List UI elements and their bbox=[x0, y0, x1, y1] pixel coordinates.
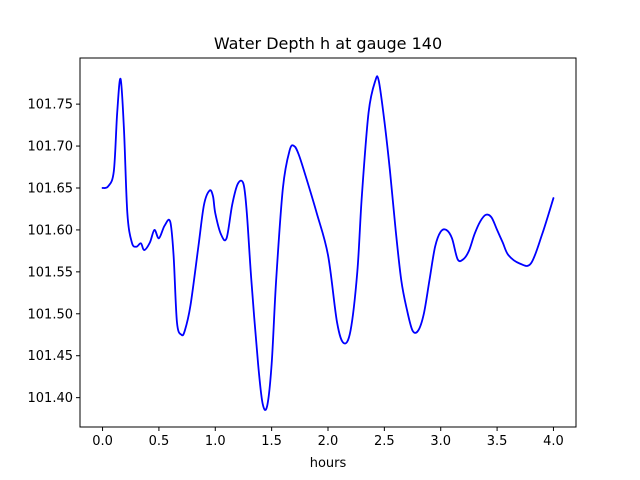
y-axis-ticks: 101.40 101.45 101.50 101.55 101.60 101.65 101.… bbox=[28, 98, 80, 406]
x-tick-label: 0.5 bbox=[149, 434, 170, 449]
x-tick-label: 1.5 bbox=[261, 434, 282, 449]
x-tick-label: 3.0 bbox=[430, 434, 451, 449]
x-tick-label: 3.5 bbox=[487, 434, 508, 449]
x-tick-label: 2.5 bbox=[374, 434, 395, 449]
y-tick-label: 101.65 bbox=[28, 181, 74, 196]
series-layer bbox=[101, 75, 555, 411]
series-line-0 bbox=[101, 75, 555, 411]
y-tick-label: 101.55 bbox=[28, 265, 74, 280]
plot-area bbox=[80, 58, 576, 427]
x-tick-label: 0.0 bbox=[92, 434, 113, 449]
y-tick-label: 101.70 bbox=[28, 140, 74, 155]
chart-title: Water Depth h at gauge 140 bbox=[214, 34, 442, 53]
y-tick-label: 101.60 bbox=[28, 223, 74, 238]
y-tick-label: 101.75 bbox=[28, 98, 74, 113]
x-axis-label: hours bbox=[310, 456, 347, 471]
x-tick-label: 1.0 bbox=[205, 434, 226, 449]
y-tick-label: 101.50 bbox=[28, 307, 74, 322]
x-tick-label: 4.0 bbox=[543, 434, 564, 449]
x-axis-ticks: 0.0 0.5 1.0 1.5 2.0 2.5 3.0 3.5 4.0 bbox=[92, 427, 564, 449]
x-tick-label: 2.0 bbox=[318, 434, 339, 449]
y-tick-label: 101.45 bbox=[28, 349, 74, 364]
y-tick-label: 101.40 bbox=[28, 391, 74, 406]
